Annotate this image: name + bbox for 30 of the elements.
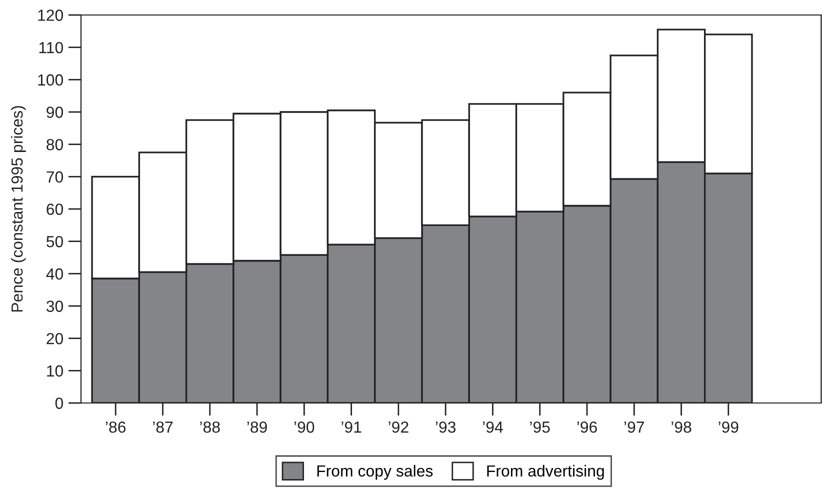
x-tick-label: ’88 — [200, 421, 220, 433]
x-tick-label: ’99 — [718, 421, 738, 433]
x-tick-label: ’89 — [247, 421, 267, 433]
legend-label: From advertising — [487, 464, 604, 480]
x-tick-label: ’90 — [294, 421, 314, 433]
x-tick-label: ’97 — [624, 421, 644, 433]
x-tick-label: ’87 — [153, 421, 173, 433]
y-tick-label: 40 — [46, 268, 64, 280]
y-tick-label: 60 — [46, 204, 64, 215]
y-tick-label: 0 — [55, 398, 64, 409]
y-tick-label: 30 — [46, 300, 64, 312]
y-tick-label: 120 — [38, 10, 64, 21]
x-tick-label: ’95 — [530, 421, 550, 433]
legend-label: From copy sales — [317, 464, 433, 480]
x-tick-label: ’94 — [483, 421, 503, 433]
y-tick-label: 10 — [47, 365, 64, 377]
x-tick-label: ’93 — [436, 421, 456, 433]
x-tick-label: ’96 — [577, 421, 597, 433]
y-tick-label: 70 — [46, 171, 64, 183]
y-tick-label: 50 — [46, 236, 64, 248]
y-tick-label: 90 — [46, 106, 64, 118]
y-axis-title: Pence (constant 1995 prices) — [10, 106, 26, 312]
y-tick-label: 100 — [38, 74, 64, 86]
x-tick-label: ’91 — [342, 421, 362, 433]
y-tick-label: 110 — [39, 42, 64, 54]
x-tick-label: ’86 — [106, 421, 126, 433]
y-tick-label: 80 — [46, 138, 64, 150]
x-tick-label: ’92 — [388, 421, 408, 433]
y-tick-label: 20 — [46, 332, 64, 344]
x-tick-label: ’98 — [672, 421, 692, 433]
